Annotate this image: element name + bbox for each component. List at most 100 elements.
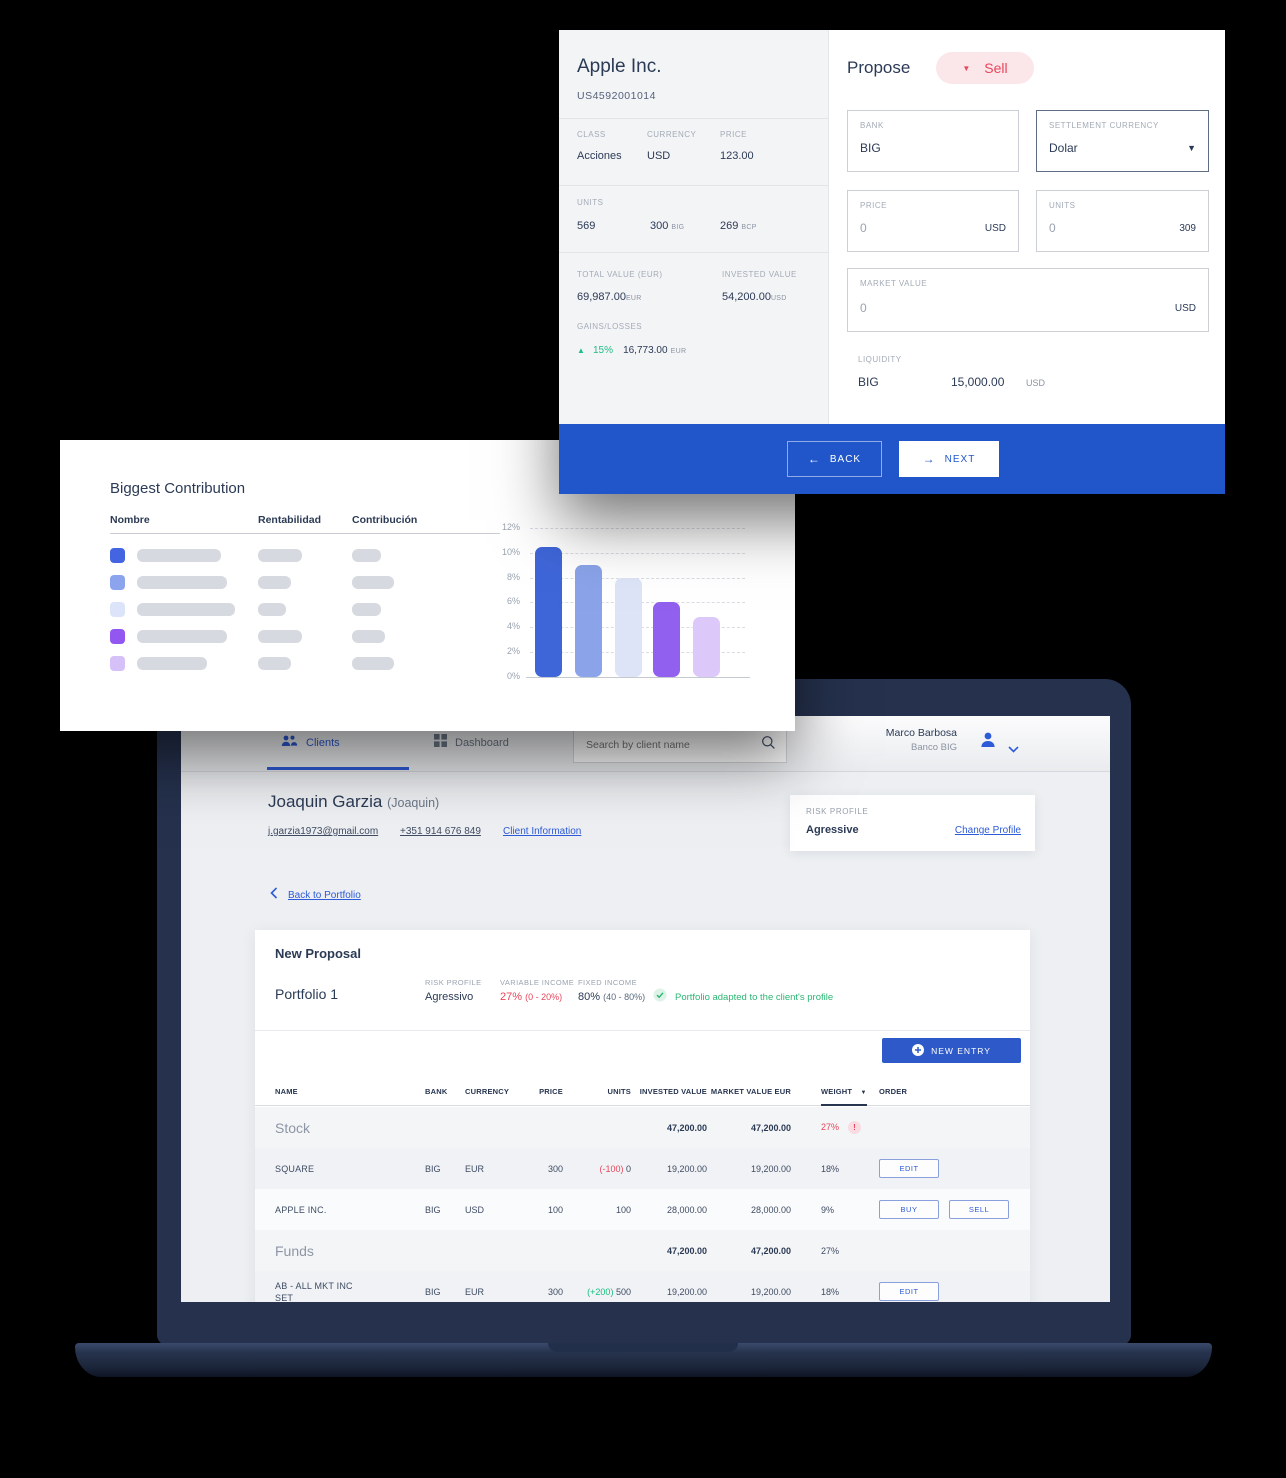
row-cell: BIG bbox=[425, 1163, 441, 1174]
next-button[interactable]: → NEXT bbox=[899, 441, 999, 477]
client-full-name: Joaquin Garzia bbox=[268, 792, 383, 811]
action-label: Sell bbox=[984, 60, 1008, 76]
placeholder-bar bbox=[137, 576, 227, 589]
weight-sort-header[interactable]: WEIGHT ▼ bbox=[821, 1087, 867, 1106]
units-value: 100 bbox=[615, 1204, 631, 1215]
back-button[interactable]: ← BACK bbox=[787, 441, 882, 477]
edit-button[interactable]: EDIT bbox=[879, 1159, 939, 1178]
risk-profile-label: RISK PROFILE bbox=[425, 978, 482, 987]
column-header: BANK bbox=[425, 1087, 448, 1096]
placeholder-bar bbox=[352, 603, 381, 616]
settlement-currency-select[interactable]: SETTLEMENT CURRENCY Dolar ▼ bbox=[1036, 110, 1209, 172]
back-button-label: BACK bbox=[829, 453, 862, 465]
placeholder-bar bbox=[137, 630, 227, 643]
units-input[interactable]: UNITS 0 309 bbox=[1036, 190, 1209, 252]
row-cell: BIG bbox=[425, 1286, 441, 1297]
asset-name: AB - ALL MKT INC bbox=[275, 1280, 353, 1291]
placeholder-bar bbox=[137, 549, 221, 562]
user-menu-chevron-icon[interactable] bbox=[1008, 740, 1019, 758]
new-entry-button[interactable]: NEW ENTRY bbox=[882, 1038, 1021, 1063]
chart-bar bbox=[693, 617, 720, 677]
gain-up-triangle-icon: ▲ bbox=[577, 346, 585, 355]
dashboard-icon bbox=[434, 734, 447, 752]
tab-dashboard-label: Dashboard bbox=[455, 737, 509, 749]
chevron-left-icon bbox=[270, 886, 278, 904]
placeholder-bar bbox=[352, 657, 394, 670]
buy-button[interactable]: BUY bbox=[879, 1200, 939, 1219]
row-units: 100 bbox=[563, 1205, 631, 1215]
user-avatar-icon[interactable] bbox=[978, 730, 998, 755]
row-cell: EUR bbox=[465, 1163, 485, 1174]
row-cell: 19,200.00 bbox=[750, 1163, 791, 1174]
client-phone-link[interactable]: +351 914 676 849 bbox=[400, 826, 481, 837]
liquidity-unit: USD bbox=[1026, 378, 1046, 388]
propose-heading: Propose bbox=[847, 58, 911, 77]
user-info: Marco Barbosa Banco BIG bbox=[886, 727, 957, 753]
search-icon[interactable] bbox=[761, 735, 776, 755]
change-profile-link[interactable]: Change Profile bbox=[954, 825, 1021, 836]
price-unit: USD bbox=[984, 223, 1006, 234]
sell-button[interactable]: SELL bbox=[949, 1200, 1009, 1219]
liquidity-value: 15,000.00 bbox=[951, 375, 1005, 389]
sort-caret-down-icon[interactable]: ▼ bbox=[860, 1090, 867, 1096]
back-to-portfolio-link[interactable]: Back to Portfolio bbox=[288, 889, 361, 901]
row-cell: 100 bbox=[547, 1204, 563, 1215]
chart-bar bbox=[615, 577, 642, 677]
row-actions: BUY SELL bbox=[863, 1200, 1010, 1219]
price-input[interactable]: PRICE 0 USD bbox=[847, 190, 1019, 252]
chart-bar bbox=[653, 602, 680, 677]
row-actions: EDIT bbox=[863, 1159, 1010, 1178]
contribution-rows bbox=[60, 543, 520, 678]
arrow-right-icon: → bbox=[922, 452, 936, 466]
placeholder-bar bbox=[137, 657, 207, 670]
user-name: Marco Barbosa bbox=[885, 727, 957, 739]
alert-icon: ! bbox=[848, 1121, 862, 1134]
row-cell: 19,200.00 bbox=[666, 1163, 707, 1174]
plus-circle-icon bbox=[912, 1043, 925, 1058]
liquidity-label: LIQUIDITY bbox=[858, 355, 902, 364]
client-nickname: (Joaquin) bbox=[387, 796, 440, 810]
units-value: 0 bbox=[1049, 221, 1056, 235]
placeholder-bar bbox=[352, 630, 385, 643]
row-cell: 47,200.00 bbox=[666, 1122, 707, 1133]
divider bbox=[559, 118, 828, 119]
tab-clients[interactable]: Clients bbox=[281, 716, 340, 770]
units-label: UNITS bbox=[577, 198, 604, 207]
risk-profile-value: Agressivo bbox=[425, 991, 474, 1003]
market-value-input[interactable]: MARKET VALUE 0 USD bbox=[847, 268, 1209, 332]
tab-dashboard[interactable]: Dashboard bbox=[434, 716, 509, 770]
search-input[interactable] bbox=[584, 738, 761, 752]
bank-field[interactable]: BANK BIG bbox=[847, 110, 1019, 172]
propose-modal: Apple Inc. US4592001014 CLASS CURRENCY P… bbox=[559, 30, 1225, 494]
bank-label: BANK bbox=[860, 121, 884, 130]
back-to-portfolio[interactable]: Back to Portfolio bbox=[270, 886, 361, 904]
row-name: APPLE INC. bbox=[275, 1204, 425, 1216]
row-cell: EUR bbox=[465, 1286, 485, 1297]
series-color-swatch bbox=[110, 575, 125, 590]
row-cell: 19,200.00 bbox=[750, 1286, 791, 1297]
fixed-income-label: FIXED INCOME bbox=[578, 978, 637, 987]
gain-suffix: EUR bbox=[670, 348, 687, 355]
portfolio-status-text: Portfolio adapted to the client's profil… bbox=[675, 992, 834, 1003]
units-label: UNITS bbox=[1049, 201, 1076, 210]
edit-button[interactable]: EDIT bbox=[879, 1282, 939, 1301]
placeholder-bar bbox=[258, 603, 286, 616]
action-dropdown[interactable]: ▼ Sell bbox=[936, 52, 1034, 84]
next-button-label: NEXT bbox=[944, 453, 976, 465]
placeholder-bar bbox=[258, 630, 302, 643]
column-header: CURRENCY bbox=[465, 1087, 510, 1096]
row-units: (-100) 0 bbox=[563, 1164, 631, 1174]
table-row: APPLE INC. BIG USD 100 100 28,000.00 28,000.00… bbox=[255, 1189, 1030, 1230]
column-header: ORDER bbox=[879, 1087, 908, 1096]
units-big-suffix: BIG bbox=[671, 224, 685, 231]
divider bbox=[559, 185, 828, 186]
liquidity-bank: BIG bbox=[858, 375, 879, 389]
contribution-row bbox=[60, 597, 520, 624]
fixed-income-value: 80% (40 - 80%) bbox=[578, 991, 645, 1003]
class-value: Acciones bbox=[577, 150, 622, 162]
series-color-swatch bbox=[110, 656, 125, 671]
y-axis-tick-label: 8% bbox=[506, 571, 520, 582]
client-email-link[interactable]: j.garzia1973@gmail.com bbox=[268, 826, 379, 837]
client-information-link[interactable]: Client Information bbox=[503, 826, 582, 837]
price-label: PRICE bbox=[720, 130, 747, 139]
